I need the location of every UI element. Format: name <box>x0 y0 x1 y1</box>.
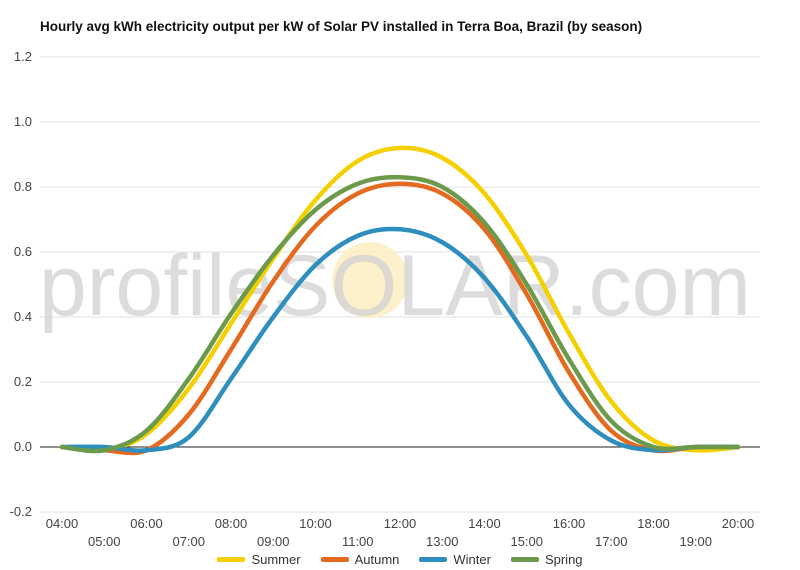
x-tick-label: 08:00 <box>215 516 248 531</box>
legend-label: Winter <box>453 551 491 567</box>
y-tick-label: 0.0 <box>14 439 32 454</box>
series-line-autumn <box>59 181 741 456</box>
series-lines <box>59 145 741 456</box>
x-tick-label: 14:00 <box>468 516 501 531</box>
x-tick-label: 05:00 <box>88 534 121 549</box>
x-tick-label: 18:00 <box>637 516 670 531</box>
watermark: profileSOLAR.com <box>39 238 751 334</box>
chart-title: Hourly avg kWh electricity output per kW… <box>40 19 643 34</box>
legend-label: Summer <box>251 551 301 567</box>
x-tick-label: 10:00 <box>299 516 332 531</box>
legend-swatch <box>510 556 539 562</box>
x-tick-label: 04:00 <box>46 516 79 531</box>
legend-item-autumn[interactable]: Autumn <box>320 550 400 568</box>
series-line-spring <box>59 174 741 454</box>
y-tick-label: 1.0 <box>14 114 32 129</box>
legend-swatch <box>419 556 448 562</box>
series-line-winter <box>59 226 741 453</box>
y-axis-ticks: 1.2 1.0 0.8 0.6 0.4 0.2 0.0 -0.2 <box>10 49 32 519</box>
x-tick-label: 11:00 <box>342 534 374 549</box>
legend-swatch <box>320 556 349 562</box>
legend: Summer Autumn Winter Spring <box>0 550 800 568</box>
x-tick-label: 20:00 <box>722 516 755 531</box>
x-tick-label: 15:00 <box>510 534 543 549</box>
watermark-text: profileSOLAR.com <box>39 238 751 334</box>
x-tick-label: 19:00 <box>679 534 712 549</box>
legend-label: Spring <box>544 551 583 567</box>
x-tick-label: 06:00 <box>130 516 163 531</box>
legend-item-winter[interactable]: Winter <box>419 550 491 568</box>
legend-label: Autumn <box>354 551 400 567</box>
watermark-sun <box>332 242 408 318</box>
x-tick-label: 12:00 <box>384 516 417 531</box>
legend-item-spring[interactable]: Spring <box>510 550 583 568</box>
legend-item-summer[interactable]: Summer <box>217 550 301 568</box>
x-axis-ticks: 04:00 06:00 08:00 10:00 12:00 14:00 16:00 18:00… <box>46 516 755 549</box>
legend-swatch <box>217 556 246 562</box>
y-tick-label: 0.6 <box>14 244 32 259</box>
x-tick-label: 09:00 <box>257 534 290 549</box>
y-tick-label: 0.4 <box>14 309 32 324</box>
y-tick-label: 0.2 <box>14 374 32 389</box>
x-tick-label: 07:00 <box>172 534 205 549</box>
y-tick-label: -0.2 <box>10 504 32 519</box>
y-tick-label: 1.2 <box>14 49 32 64</box>
x-tick-label: 16:00 <box>553 516 586 531</box>
x-tick-label: 13:00 <box>426 534 459 549</box>
series-line-summer <box>59 145 741 454</box>
x-tick-label: 17:00 <box>595 534 628 549</box>
y-tick-label: 0.8 <box>14 179 32 194</box>
